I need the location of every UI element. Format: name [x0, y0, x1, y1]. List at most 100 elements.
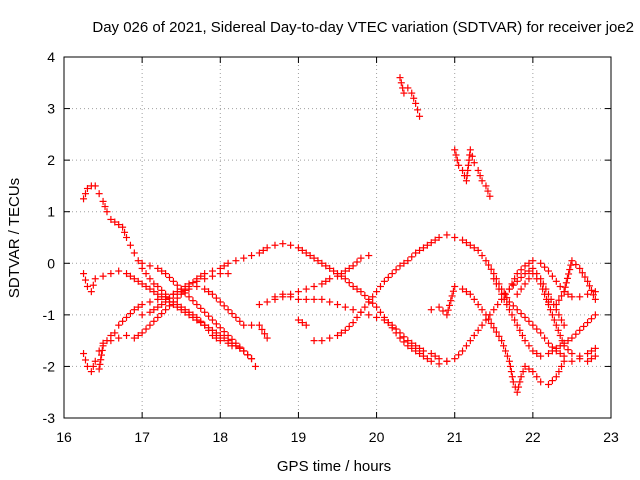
- data-point: [513, 306, 521, 314]
- data-point: [298, 319, 306, 327]
- data-point: [505, 306, 513, 314]
- data-point: [345, 264, 353, 272]
- data-point: [487, 319, 495, 327]
- data-point: [525, 275, 533, 283]
- data-point: [326, 298, 334, 306]
- data-point: [83, 282, 91, 290]
- data-point: [384, 273, 392, 281]
- data-point: [310, 295, 318, 303]
- data-point: [544, 267, 552, 275]
- data-point: [146, 298, 154, 306]
- data-point: [392, 266, 400, 274]
- data-point: [505, 285, 513, 293]
- data-point: [111, 218, 119, 226]
- data-point: [492, 280, 500, 288]
- data-point: [404, 84, 412, 92]
- data-point: [337, 270, 345, 278]
- data-point: [258, 325, 266, 333]
- data-point: [126, 241, 134, 249]
- data-point: [537, 352, 545, 360]
- data-point: [138, 259, 146, 267]
- data-point: [376, 282, 384, 290]
- data-point: [162, 306, 170, 314]
- data-point: [177, 285, 185, 293]
- data-point: [521, 262, 529, 270]
- data-point: [482, 311, 490, 319]
- data-point: [474, 326, 482, 334]
- data-point: [224, 331, 232, 339]
- data-point: [495, 285, 503, 293]
- data-point: [500, 295, 508, 303]
- data-point: [431, 352, 439, 360]
- data-point: [388, 270, 396, 278]
- data-point: [119, 317, 127, 325]
- data-point: [119, 223, 127, 231]
- data-point: [447, 297, 455, 305]
- data-point: [576, 352, 584, 360]
- data-point: [587, 286, 595, 294]
- data-point: [412, 99, 420, 107]
- data-point: [474, 301, 482, 309]
- x-tick-label: 16: [56, 429, 72, 445]
- data-point: [146, 321, 154, 329]
- data-point: [446, 301, 454, 309]
- data-point: [525, 259, 533, 267]
- data-point: [503, 352, 511, 360]
- data-point: [173, 294, 181, 302]
- data-point: [248, 321, 256, 329]
- data-point: [558, 337, 566, 345]
- data-point: [500, 342, 508, 350]
- data-point: [521, 337, 529, 345]
- data-point: [95, 190, 103, 198]
- data-point: [562, 279, 570, 287]
- data-point: [484, 187, 492, 195]
- data-point: [240, 321, 248, 329]
- data-point: [517, 373, 525, 381]
- data-point: [310, 254, 318, 262]
- data-point: [263, 244, 271, 252]
- data-point: [513, 321, 521, 329]
- data-point: [95, 347, 103, 355]
- data-point: [181, 308, 189, 316]
- data-point: [470, 295, 478, 303]
- data-point: [224, 270, 232, 278]
- data-point: [330, 267, 338, 275]
- data-point: [220, 262, 228, 270]
- data-point: [453, 156, 461, 164]
- data-point: [271, 293, 279, 301]
- data-point: [492, 328, 500, 336]
- data-point: [521, 313, 529, 321]
- data-point: [259, 246, 267, 254]
- data-point: [216, 324, 224, 332]
- data-point: [508, 373, 516, 381]
- data-point: [101, 203, 109, 211]
- data-point: [99, 339, 107, 347]
- data-point: [107, 215, 115, 223]
- data-point: [220, 302, 228, 310]
- data-point: [408, 339, 416, 347]
- data-point: [544, 380, 552, 388]
- data-point: [232, 313, 240, 321]
- data-point: [525, 342, 533, 350]
- data-point: [423, 241, 431, 249]
- data-point: [361, 292, 369, 300]
- data-point: [349, 262, 357, 270]
- data-point: [558, 362, 566, 370]
- data-point: [419, 347, 427, 355]
- data-point: [555, 311, 563, 319]
- data-point: [521, 280, 529, 288]
- data-point: [568, 257, 576, 265]
- data-point: [474, 246, 482, 254]
- data-point: [478, 321, 486, 329]
- data-point: [466, 290, 474, 298]
- data-point: [548, 272, 556, 280]
- data-point: [165, 302, 173, 310]
- data-point: [224, 306, 232, 314]
- data-point: [357, 308, 365, 316]
- data-point: [466, 241, 474, 249]
- data-point: [208, 316, 216, 324]
- data-point: [478, 252, 486, 260]
- data-point: [173, 303, 181, 311]
- y-axis-title: SDTVAR / TECUs: [6, 178, 23, 298]
- data-point: [83, 362, 91, 370]
